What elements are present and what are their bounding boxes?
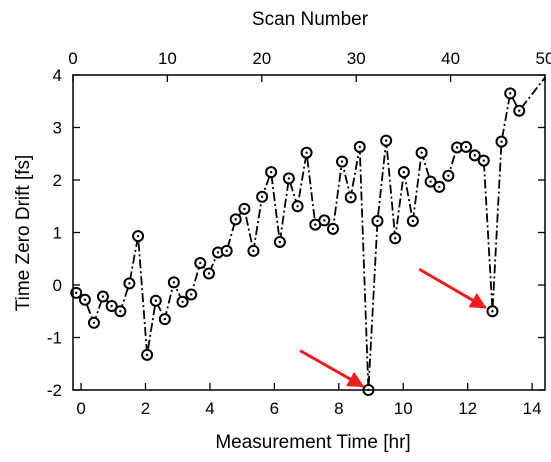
data-point-center [287, 177, 291, 180]
data-point-center [269, 170, 273, 174]
x-tick-label: 2 [141, 399, 150, 418]
data-point-center [314, 223, 317, 226]
y-axis-title: Time Zero Drift [fs] [13, 155, 34, 312]
data-point-center [154, 299, 158, 302]
x-tick-label: 14 [523, 399, 542, 418]
y-tick-label: -1 [47, 329, 62, 348]
y-tick-label: 1 [53, 224, 62, 243]
data-point-center [163, 317, 167, 321]
data-point-center [447, 174, 450, 177]
data-point-center [128, 282, 131, 285]
top-tick-label: 20 [252, 49, 271, 68]
data-point-center [260, 195, 264, 198]
data-point-center [216, 251, 220, 254]
data-point-center [482, 159, 485, 162]
top-axis-title: Scan Number [252, 9, 369, 30]
data-point-center [190, 293, 193, 296]
data-point-center [349, 196, 352, 199]
data-point-center [119, 310, 122, 313]
top-tick-label: 40 [441, 49, 460, 68]
data-point-center [455, 146, 459, 149]
data-point-center [509, 92, 512, 95]
y-tick-label: 3 [53, 119, 62, 138]
top-tick-label: 0 [68, 49, 77, 68]
x-axis-title: Measurement Time [hr] [215, 432, 410, 453]
data-point-center [331, 227, 335, 231]
data-point-center [376, 219, 379, 223]
top-tick-label: 10 [158, 49, 177, 68]
x-tick-label: 0 [76, 399, 85, 418]
data-point-center [464, 145, 468, 149]
data-point-center [411, 219, 415, 223]
plot-frame [72, 74, 546, 391]
data-point-center [145, 353, 149, 357]
data-point-center [518, 109, 521, 112]
data-point-center [491, 310, 494, 313]
y-tick-label: -2 [47, 381, 62, 400]
data-point-center [181, 300, 184, 303]
data-point-center [92, 321, 96, 324]
data-point-center [136, 234, 140, 238]
data-point-center [420, 151, 423, 154]
data-point-center [225, 249, 228, 253]
data-point-center [252, 249, 255, 253]
red-arrow-annotation [418, 267, 487, 309]
data-point-center [243, 207, 246, 211]
annotation-layer [299, 267, 487, 388]
y-tick-label: 2 [53, 171, 62, 190]
data-point-center [393, 237, 397, 240]
top-tick-label: 30 [347, 49, 366, 68]
data-point-center [384, 139, 388, 142]
series-line [75, 77, 546, 391]
data-point-center [278, 240, 282, 244]
data-point-center [75, 291, 78, 295]
x-tick-label: 8 [334, 399, 343, 418]
data-point-center [234, 218, 237, 221]
data-point-center [305, 151, 308, 154]
y-tick-label: 0 [53, 276, 62, 295]
x-tick-label: 4 [205, 399, 214, 418]
data-point-center [323, 219, 326, 222]
tick-layer [72, 74, 546, 391]
red-arrow-annotation [299, 349, 365, 388]
data-point-center [340, 160, 344, 163]
x-tick-label: 6 [270, 399, 279, 418]
data-point-center [358, 145, 361, 149]
series-layer [70, 77, 546, 396]
data-point-center [500, 140, 503, 143]
data-point-center [473, 154, 476, 157]
data-point-center [207, 272, 211, 275]
y-tick-label: 4 [53, 66, 62, 85]
data-point-center [438, 185, 441, 189]
data-point-center [101, 295, 105, 298]
x-tick-label: 10 [394, 399, 413, 418]
data-point-center [402, 170, 406, 174]
top-tick-label: 50 [536, 49, 551, 68]
data-point-center [172, 281, 176, 284]
data-point-center [429, 180, 432, 183]
x-tick-label: 12 [458, 399, 477, 418]
data-point-center [110, 304, 113, 308]
data-point-center [199, 261, 202, 265]
data-point-center [296, 205, 299, 208]
data-point-center [83, 298, 87, 301]
